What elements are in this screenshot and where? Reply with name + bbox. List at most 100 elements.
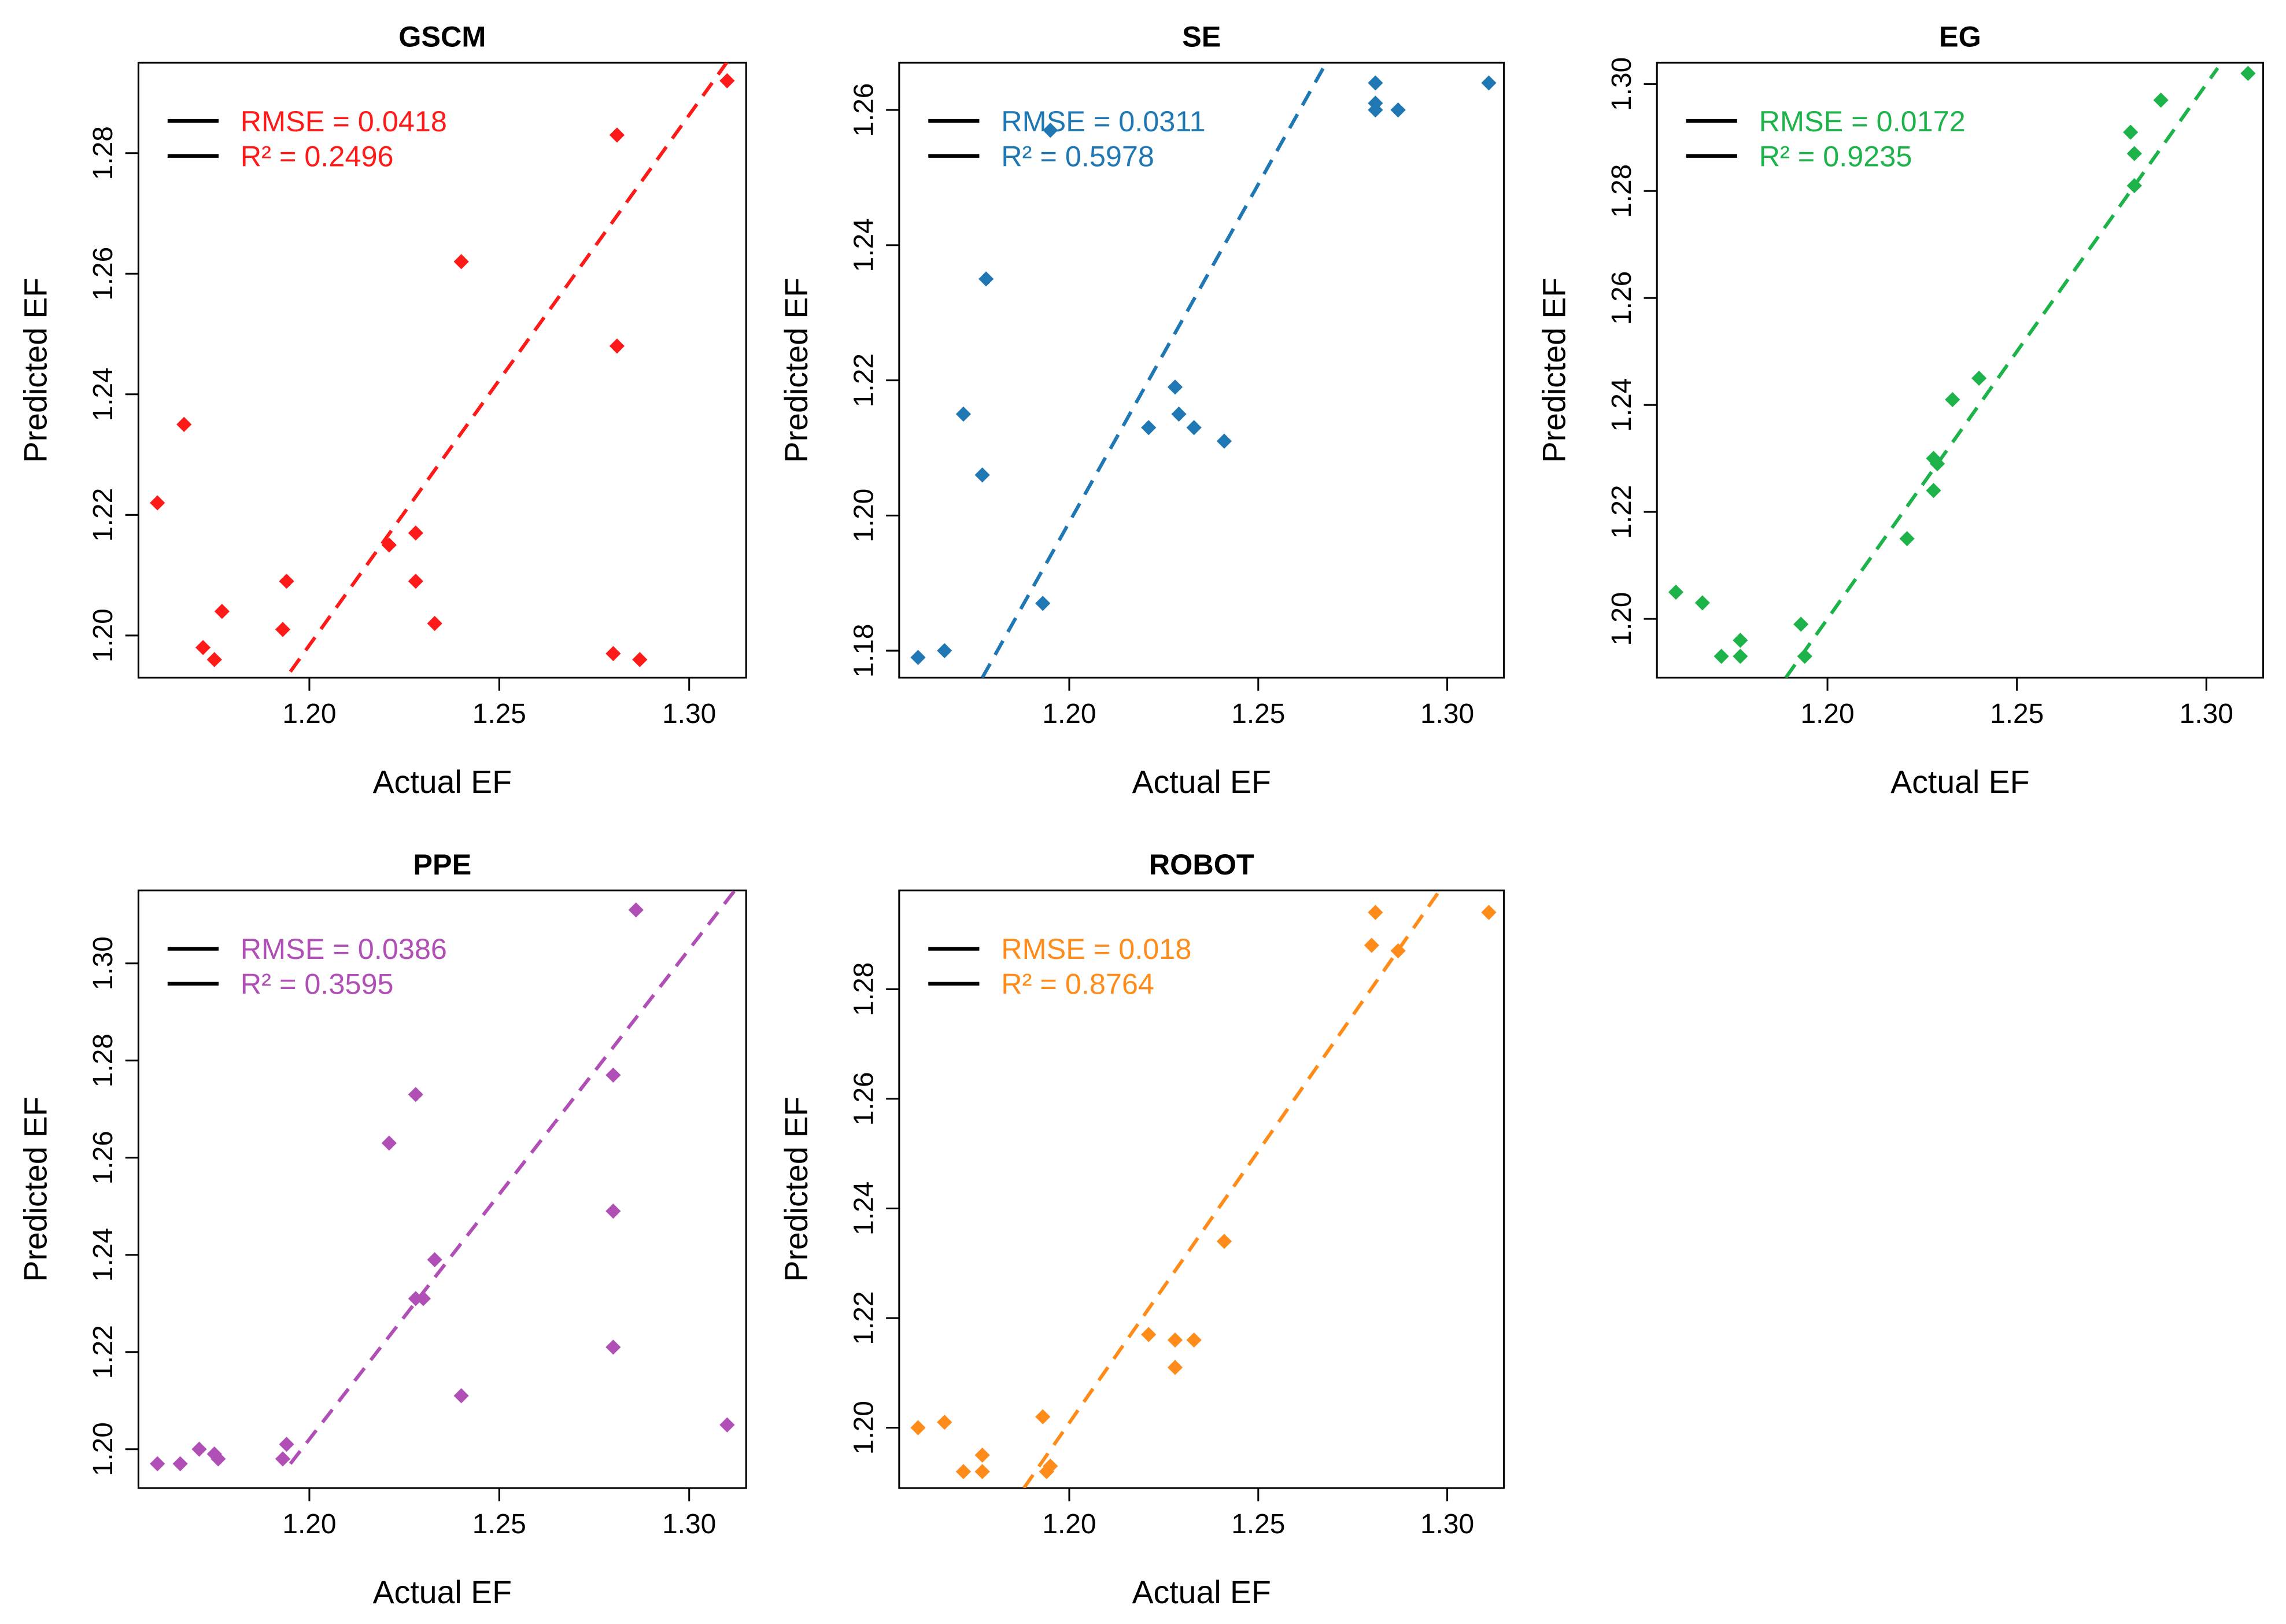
data-point [275,622,291,637]
y-tick-label: 1.20 [88,608,119,662]
y-tick-label: 1.26 [88,1131,119,1184]
chart-title: GSCM [398,20,486,53]
x-axis-label: Actual EF [1132,764,1271,800]
data-point [1481,905,1497,920]
data-point [1364,938,1379,953]
data-point [1141,1327,1157,1342]
data-point [195,640,211,655]
legend-r2: R² = 0.9235 [1759,139,1912,172]
data-point [408,573,423,589]
x-tick-label: 1.25 [1231,1509,1285,1540]
y-tick-label: 1.20 [88,1422,119,1476]
data-point [214,604,230,619]
data-point [955,1464,972,1479]
y-axis-label: Predicted EF [778,1097,814,1282]
panel-se: SE 1.20 1.25 1.30 1.18 1.20 1.22 1.24 1.26 Actual… [778,20,1505,800]
data-point [1216,1234,1232,1249]
x-tick-label: 1.20 [282,1509,336,1540]
fit-line [289,890,736,1465]
data-point [415,1291,431,1306]
data-point [609,338,625,354]
data-point [1368,905,1383,920]
y-tick-label: 1.26 [848,83,879,137]
data-point [150,1456,165,1472]
plot-frame [898,61,1505,679]
legend-r2: R² = 0.2496 [241,139,394,172]
y-tick-label: 1.22 [848,1291,879,1345]
data-point [1216,433,1232,449]
legend-rmse: RMSE = 0.0386 [241,932,447,965]
y-tick-label: 1.26 [88,247,119,301]
data-point [1035,596,1051,611]
y-tick-label: 1.20 [848,489,879,542]
y-tick-label: 1.26 [848,1072,879,1125]
data-point [1971,370,1987,386]
x-tick-label: 1.20 [1042,699,1096,729]
data-point [937,1415,952,1430]
y-tick-label: 1.22 [88,488,119,542]
data-point [2123,124,2139,140]
data-point [2126,146,2142,161]
fit-line [1784,67,2219,678]
data-point [1793,617,1809,632]
data-point [408,1087,423,1102]
legend-rmse: RMSE = 0.018 [1001,932,1191,965]
legend-r2: R² = 0.8764 [1001,968,1154,1001]
data-point [210,1451,226,1467]
y-tick-label: 1.20 [1607,592,1637,645]
data-point [978,271,994,287]
data-point [1167,1360,1183,1375]
panel-robot: ROBOT 1.20 1.25 1.30 1.20 1.22 1.24 1.26 1.28 Act… [778,848,1505,1610]
y-tick-label: 1.24 [88,367,119,421]
data-point [408,1291,423,1306]
data-point [1945,392,1960,408]
legend-rmse: RMSE = 0.0172 [1759,105,1966,138]
chart-title: EG [1939,20,1981,53]
y-tick-label: 1.24 [848,218,879,272]
x-axis-label: Actual EF [373,1574,512,1610]
data-point [1368,102,1383,118]
data-point [1186,420,1202,435]
data-point [381,537,397,553]
fit-line [289,62,729,673]
data-point [453,254,469,270]
y-tick-label: 1.26 [1607,271,1637,325]
data-point [1668,584,1684,600]
y-tick-label: 1.30 [1607,57,1637,111]
chart-title: ROBOT [1149,848,1254,881]
data-point [937,643,952,659]
plot-frame [137,889,747,1489]
data-point [2240,65,2256,81]
panel-gscm: GSCM 1.20 1.25 1.30 1.20 1.22 1.24 1.26 1.28 Actu… [18,20,747,800]
data-point [1694,595,1710,611]
data-point [427,1252,442,1268]
legend-r2: R² = 0.3595 [241,968,394,1001]
data-point [910,1420,926,1435]
chart-title: SE [1182,20,1221,53]
data-point [1171,406,1187,422]
data-point [1899,531,1915,547]
y-tick-label: 1.28 [88,1034,119,1087]
data-point [1043,123,1058,138]
data-point [1186,1332,1202,1348]
data-point [719,73,735,88]
data-point [1390,943,1406,959]
x-tick-label: 1.25 [472,699,526,729]
x-tick-label: 1.25 [1231,699,1285,729]
data-point [1035,1409,1051,1424]
data-point [910,649,926,665]
data-point [1713,648,1729,664]
y-tick-label: 1.30 [88,936,119,990]
data-point [1167,1332,1183,1348]
fit-line [980,62,1328,678]
y-tick-label: 1.28 [1607,164,1637,218]
panel-ppe: PPE 1.20 1.25 1.30 1.20 1.22 1.24 1.26 1.28 1.30 A… [18,848,747,1610]
data-point [1043,1458,1058,1474]
y-axis-label: Predicted EF [778,278,814,463]
data-point [609,127,625,143]
plot-frame [137,61,747,679]
data-point [955,406,972,422]
x-axis-label: Actual EF [1890,764,2029,800]
data-point [172,1456,188,1472]
data-point [1141,420,1157,435]
